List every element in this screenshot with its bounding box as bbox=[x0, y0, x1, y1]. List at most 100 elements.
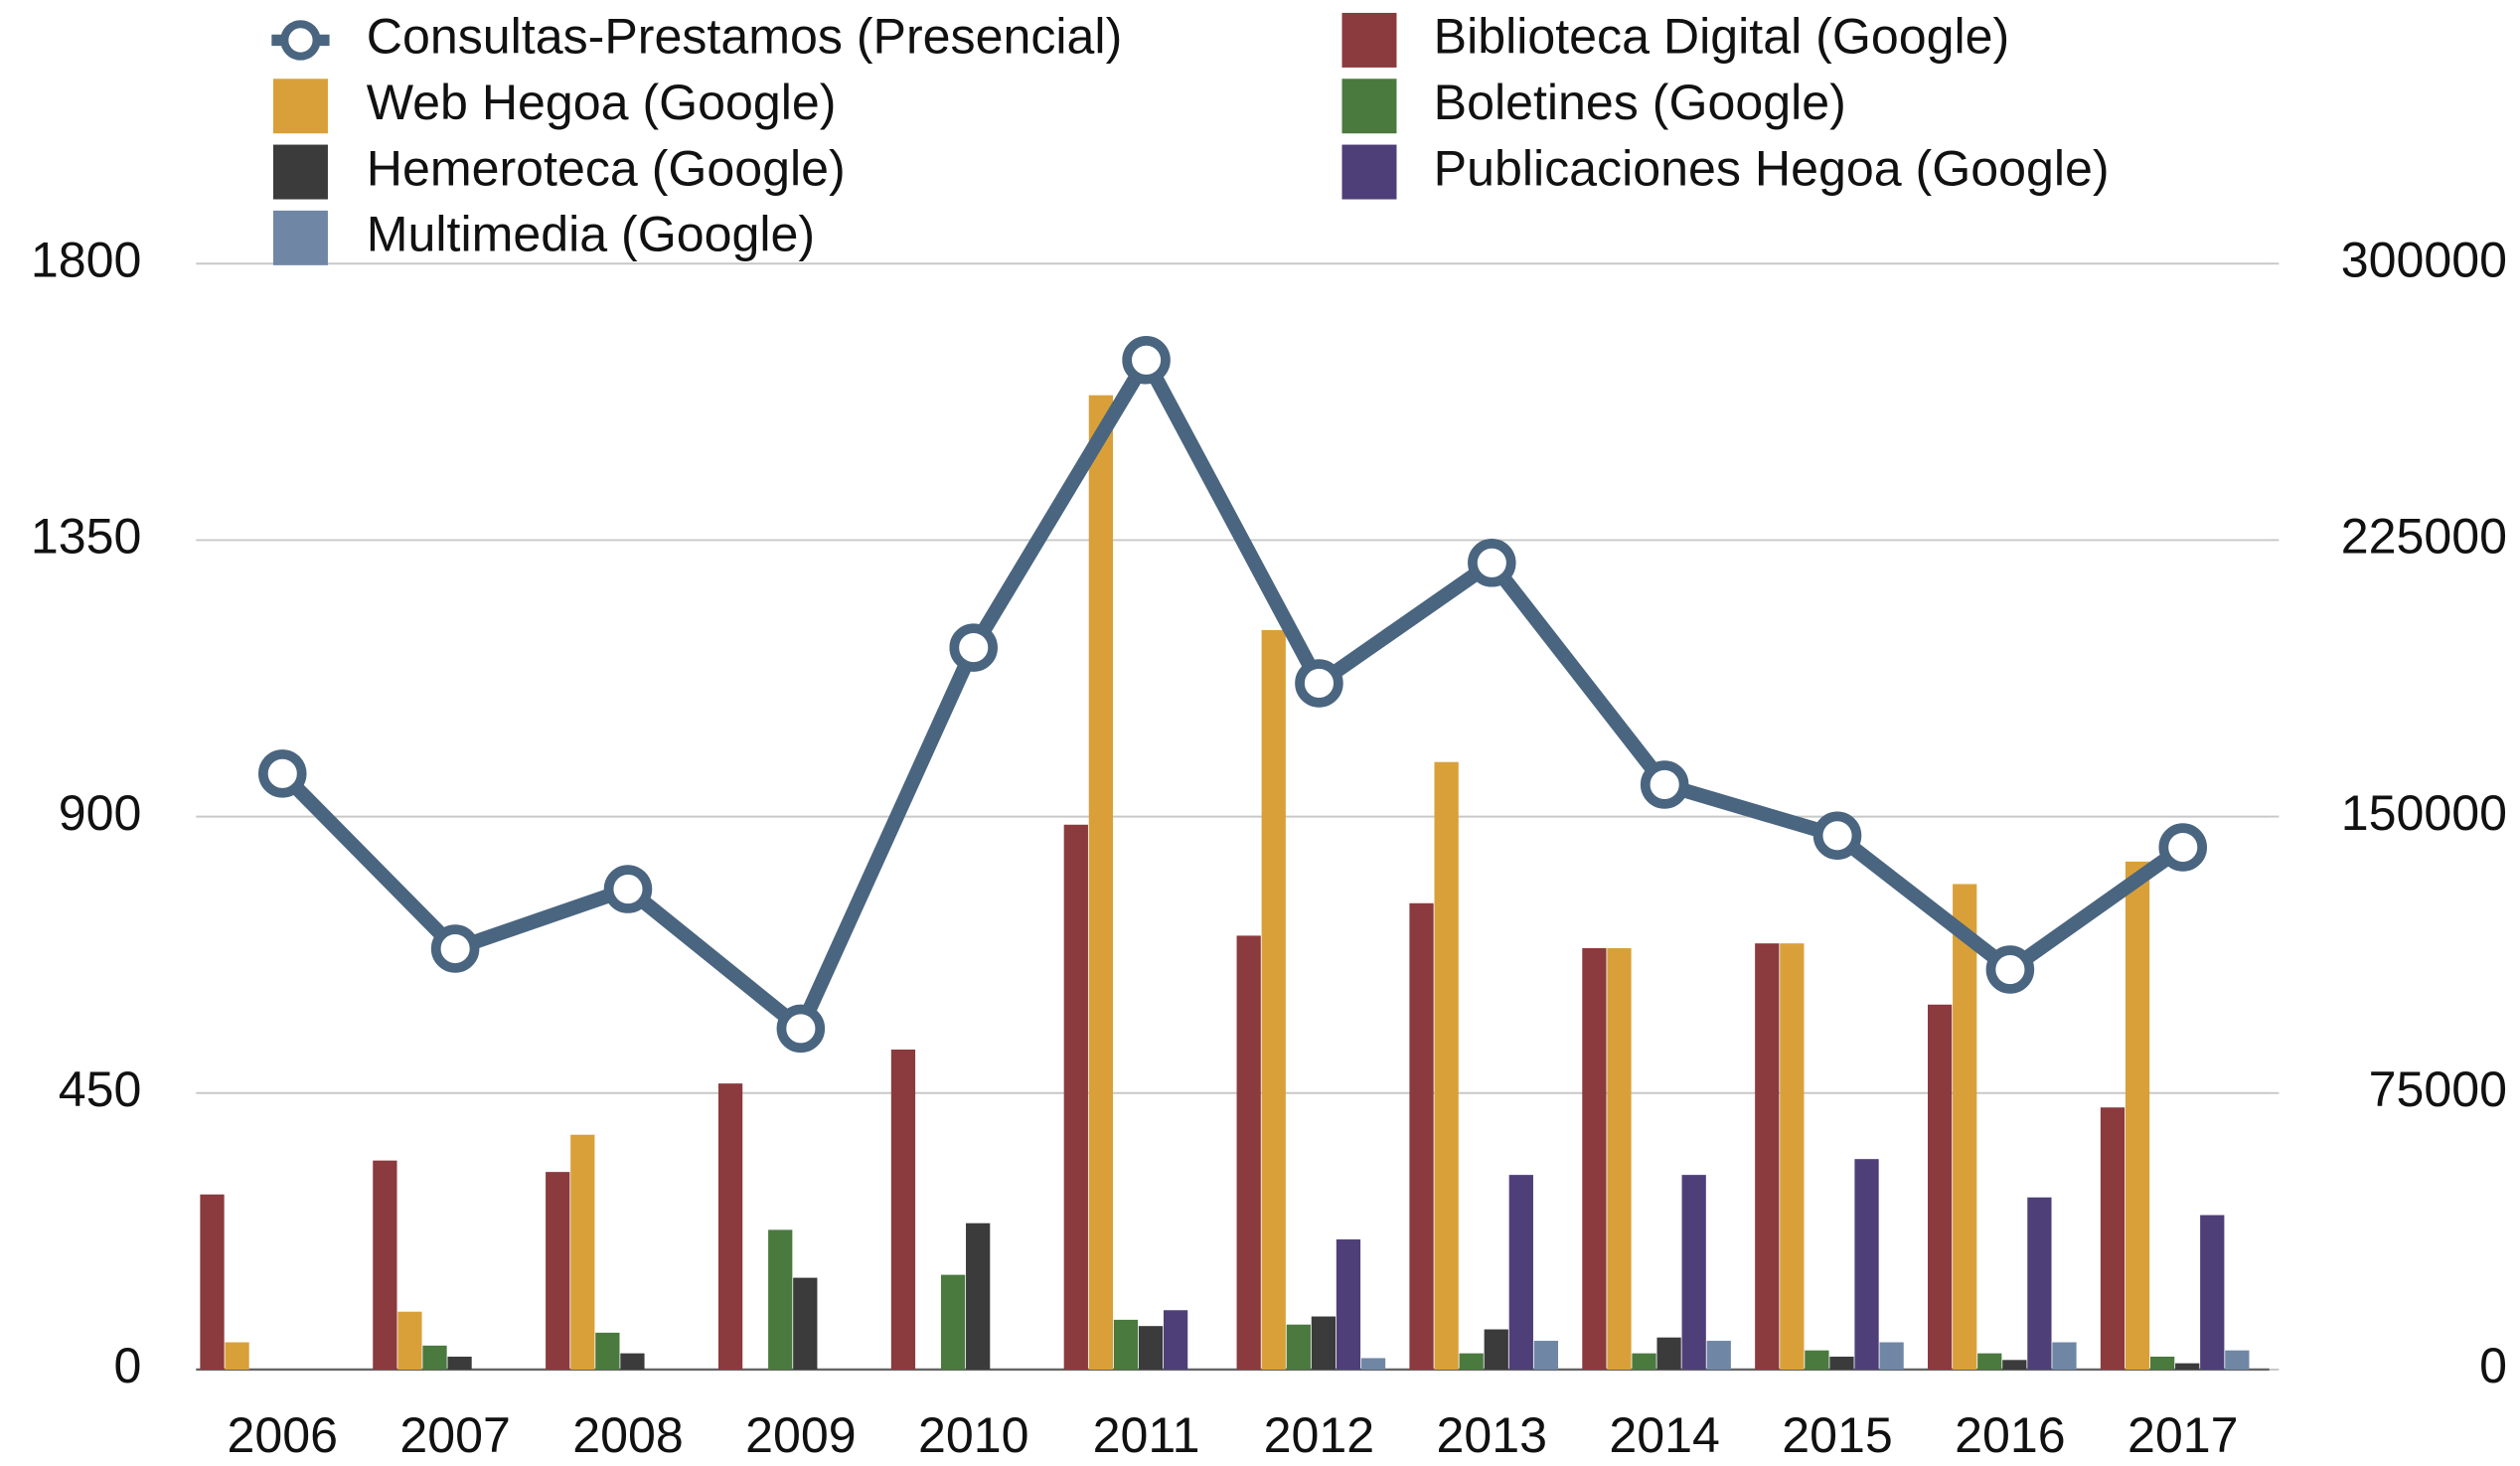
bar bbox=[1927, 1004, 1953, 1370]
line-point bbox=[949, 623, 998, 672]
bar bbox=[768, 1229, 793, 1370]
legend-label: Consultas-Prestamos (Presencial) bbox=[367, 9, 1123, 65]
bar bbox=[1533, 1341, 1559, 1370]
bar bbox=[1854, 1159, 1879, 1370]
bar bbox=[1829, 1356, 1854, 1370]
bar bbox=[1706, 1341, 1731, 1370]
line-point bbox=[1640, 760, 1689, 809]
y-tick-label: 900 bbox=[59, 785, 142, 841]
y2-tick-label: 150000 bbox=[2341, 785, 2507, 841]
bar bbox=[595, 1332, 620, 1370]
bar bbox=[546, 1172, 570, 1370]
x-tick-label: 2006 bbox=[228, 1407, 339, 1463]
bar bbox=[2149, 1356, 2175, 1370]
bar bbox=[1607, 948, 1632, 1370]
legend-swatch bbox=[272, 144, 328, 200]
x-tick-label: 2016 bbox=[1955, 1407, 2066, 1463]
bar bbox=[2002, 1360, 2027, 1370]
line-point bbox=[776, 1004, 826, 1054]
bar bbox=[422, 1345, 447, 1370]
y-tick-label: 450 bbox=[59, 1061, 142, 1117]
bar bbox=[373, 1160, 397, 1370]
x-tick-label: 2010 bbox=[918, 1407, 1029, 1463]
legend-marker bbox=[280, 20, 321, 61]
bar bbox=[1879, 1342, 1904, 1370]
bar bbox=[1261, 629, 1286, 1370]
y-tick-label: 1800 bbox=[31, 232, 142, 287]
bar bbox=[1286, 1324, 1311, 1370]
bar bbox=[1088, 395, 1114, 1370]
legend-swatch bbox=[1341, 79, 1397, 134]
line-point bbox=[258, 749, 307, 798]
bar bbox=[1805, 1350, 1829, 1370]
bar bbox=[1459, 1353, 1484, 1370]
bar bbox=[1755, 943, 1780, 1370]
y2-tick-label: 225000 bbox=[2341, 509, 2507, 565]
legend-label: Hemeroteca (Google) bbox=[367, 140, 846, 196]
bar bbox=[620, 1353, 645, 1370]
line-point bbox=[1122, 336, 1171, 385]
x-tick-label: 2012 bbox=[1264, 1407, 1375, 1463]
legend-label: Boletines (Google) bbox=[1434, 75, 1846, 130]
line-point bbox=[603, 865, 653, 913]
bar bbox=[1780, 943, 1805, 1370]
line-point bbox=[1468, 539, 1516, 587]
bar bbox=[890, 1050, 916, 1370]
legend-swatch bbox=[272, 79, 328, 134]
bar bbox=[2225, 1350, 2250, 1370]
bar bbox=[1681, 1175, 1706, 1370]
bar bbox=[2125, 861, 2150, 1370]
bar bbox=[1113, 1319, 1139, 1370]
bar bbox=[966, 1222, 991, 1370]
bar bbox=[1953, 884, 1977, 1370]
bar bbox=[1360, 1358, 1386, 1370]
bar bbox=[200, 1194, 225, 1370]
bar bbox=[1484, 1329, 1508, 1370]
bar bbox=[717, 1083, 743, 1370]
legend-label: Web Hegoa (Google) bbox=[367, 75, 837, 130]
x-tick-label: 2011 bbox=[1093, 1407, 1200, 1463]
legend-swatch bbox=[1341, 12, 1397, 68]
bar bbox=[1138, 1326, 1164, 1370]
bar bbox=[793, 1277, 818, 1370]
bar bbox=[2027, 1197, 2052, 1370]
bar bbox=[447, 1356, 472, 1370]
line bbox=[277, 353, 2187, 1037]
legend-label: Publicaciones Hegoa (Google) bbox=[1434, 140, 2110, 196]
legend-swatch bbox=[272, 210, 328, 265]
bar bbox=[1236, 935, 1261, 1370]
bar bbox=[1632, 1353, 1656, 1370]
bar bbox=[2200, 1215, 2225, 1370]
line-point bbox=[1985, 945, 2035, 994]
bar bbox=[1508, 1175, 1533, 1370]
bar bbox=[1656, 1337, 1681, 1370]
y2-tick-label: 300000 bbox=[2341, 232, 2507, 287]
bar bbox=[940, 1274, 966, 1370]
bar bbox=[1409, 902, 1434, 1370]
bar bbox=[1582, 948, 1607, 1370]
bar bbox=[1434, 761, 1459, 1370]
x-tick-label: 2013 bbox=[1437, 1407, 1548, 1463]
bar bbox=[2052, 1342, 2077, 1370]
x-tick-label: 2007 bbox=[399, 1407, 511, 1463]
x-tick-label: 2008 bbox=[572, 1407, 684, 1463]
y2-tick-label: 75000 bbox=[2369, 1061, 2507, 1117]
legend-label: Biblioteca Digital (Google) bbox=[1434, 9, 2010, 65]
x-tick-label: 2017 bbox=[2127, 1407, 2239, 1463]
bar bbox=[570, 1134, 595, 1370]
bar bbox=[1311, 1316, 1337, 1370]
bar bbox=[1977, 1353, 2002, 1370]
legend-swatch bbox=[1341, 144, 1397, 200]
x-tick-label: 2014 bbox=[1609, 1407, 1720, 1463]
x-tick-label: 2009 bbox=[745, 1407, 857, 1463]
legend-label: Multimedia (Google) bbox=[367, 207, 815, 262]
bar bbox=[2175, 1363, 2200, 1370]
y2-tick-label: 0 bbox=[2479, 1338, 2507, 1393]
x-tick-label: 2015 bbox=[1782, 1407, 1893, 1463]
line-point bbox=[1812, 811, 1862, 861]
y-tick-label: 0 bbox=[113, 1338, 141, 1393]
bar bbox=[225, 1342, 249, 1370]
bar bbox=[397, 1311, 422, 1370]
bar bbox=[1336, 1239, 1361, 1370]
